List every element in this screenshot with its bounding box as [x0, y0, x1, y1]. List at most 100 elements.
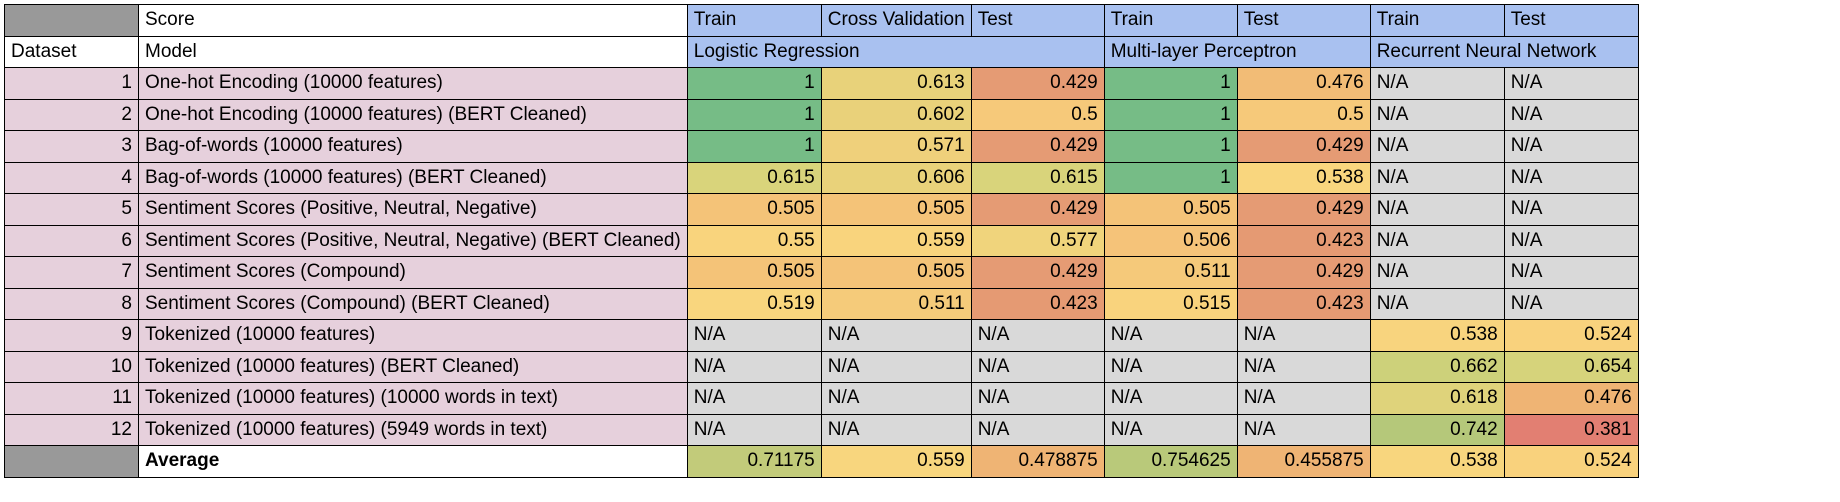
dataset-id-cell[interactable]: 12 — [4, 413, 139, 446]
score-cell[interactable]: N/A — [1503, 67, 1639, 100]
score-cell[interactable]: 0.615 — [686, 161, 822, 194]
score-cell[interactable]: 0.538 — [1369, 319, 1505, 352]
rnn-test-header[interactable]: Test — [1503, 4, 1639, 37]
dataset-header[interactable]: Dataset — [4, 35, 139, 68]
score-cell[interactable]: N/A — [1369, 98, 1505, 131]
average-score-cell[interactable]: 0.754625 — [1103, 445, 1238, 478]
score-cell[interactable]: 0.615 — [970, 161, 1105, 194]
average-score-cell[interactable]: 0.524 — [1503, 445, 1639, 478]
dataset-id-cell[interactable]: 3 — [4, 130, 139, 163]
score-cell[interactable]: N/A — [1503, 287, 1639, 320]
score-cell[interactable]: 1 — [1103, 161, 1238, 194]
score-cell[interactable]: N/A — [1503, 193, 1639, 226]
score-cell[interactable]: N/A — [1103, 382, 1238, 415]
dataset-id-cell[interactable]: 7 — [4, 256, 139, 289]
score-cell[interactable]: 0.429 — [1236, 256, 1371, 289]
score-cell[interactable]: N/A — [686, 413, 822, 446]
score-cell[interactable]: N/A — [1103, 319, 1238, 352]
score-cell[interactable]: 0.429 — [970, 256, 1105, 289]
model-name-cell[interactable]: Sentiment Scores (Positive, Neutral, Neg… — [138, 193, 688, 226]
average-corner-cell[interactable] — [4, 445, 139, 478]
score-cell[interactable]: N/A — [1369, 161, 1505, 194]
score-cell[interactable]: 0.519 — [686, 287, 822, 320]
score-header[interactable]: Score — [138, 4, 688, 37]
group-recurrent-neural-network[interactable]: Recurrent Neural Network — [1369, 35, 1639, 68]
model-name-cell[interactable]: Tokenized (10000 features) (10000 words … — [138, 382, 688, 415]
average-score-cell[interactable]: 0.478875 — [970, 445, 1105, 478]
score-cell[interactable]: 0.423 — [1236, 224, 1371, 257]
dataset-id-cell[interactable]: 5 — [4, 193, 139, 226]
average-label[interactable]: Average — [138, 445, 688, 478]
score-cell[interactable]: N/A — [1369, 256, 1505, 289]
score-cell[interactable]: N/A — [1236, 350, 1371, 383]
corner-cell[interactable] — [4, 4, 139, 37]
score-cell[interactable]: 0.423 — [970, 287, 1105, 320]
score-cell[interactable]: 0.511 — [820, 287, 972, 320]
average-score-cell[interactable]: 0.455875 — [1236, 445, 1371, 478]
score-cell[interactable]: 0.381 — [1503, 413, 1639, 446]
score-cell[interactable]: 0.423 — [1236, 287, 1371, 320]
score-cell[interactable]: 1 — [1103, 98, 1238, 131]
dataset-id-cell[interactable]: 8 — [4, 287, 139, 320]
dataset-id-cell[interactable]: 10 — [4, 350, 139, 383]
score-cell[interactable]: 0.613 — [820, 67, 972, 100]
score-cell[interactable]: 0.505 — [820, 193, 972, 226]
score-cell[interactable]: 0.524 — [1503, 319, 1639, 352]
model-name-cell[interactable]: Tokenized (10000 features) (BERT Cleaned… — [138, 350, 688, 383]
model-name-cell[interactable]: Sentiment Scores (Positive, Neutral, Neg… — [138, 224, 688, 257]
score-cell[interactable]: N/A — [1369, 287, 1505, 320]
score-cell[interactable]: 0.5 — [1236, 98, 1371, 131]
dataset-id-cell[interactable]: 2 — [4, 98, 139, 131]
score-cell[interactable]: 1 — [686, 130, 822, 163]
model-name-cell[interactable]: Bag-of-words (10000 features) (BERT Clea… — [138, 161, 688, 194]
score-cell[interactable]: 1 — [1103, 67, 1238, 100]
score-cell[interactable]: 0.5 — [970, 98, 1105, 131]
score-cell[interactable]: N/A — [1503, 161, 1639, 194]
score-cell[interactable]: 1 — [1103, 130, 1238, 163]
score-cell[interactable]: N/A — [1369, 130, 1505, 163]
score-cell[interactable]: N/A — [686, 382, 822, 415]
score-cell[interactable]: 0.505 — [1103, 193, 1238, 226]
score-cell[interactable]: 0.55 — [686, 224, 822, 257]
score-cell[interactable]: N/A — [1236, 382, 1371, 415]
score-cell[interactable]: N/A — [686, 350, 822, 383]
lr-train-header[interactable]: Train — [686, 4, 822, 37]
score-cell[interactable]: 0.654 — [1503, 350, 1639, 383]
score-cell[interactable]: 0.538 — [1236, 161, 1371, 194]
score-cell[interactable]: N/A — [1369, 224, 1505, 257]
score-cell[interactable]: 0.559 — [820, 224, 972, 257]
dataset-id-cell[interactable]: 1 — [4, 67, 139, 100]
dataset-id-cell[interactable]: 6 — [4, 224, 139, 257]
score-cell[interactable]: N/A — [1103, 413, 1238, 446]
score-cell[interactable]: N/A — [1369, 67, 1505, 100]
score-cell[interactable]: N/A — [1503, 256, 1639, 289]
score-cell[interactable]: N/A — [820, 382, 972, 415]
model-name-cell[interactable]: One-hot Encoding (10000 features) (BERT … — [138, 98, 688, 131]
average-score-cell[interactable]: 0.71175 — [686, 445, 822, 478]
score-cell[interactable]: N/A — [1103, 350, 1238, 383]
score-cell[interactable]: 0.476 — [1503, 382, 1639, 415]
score-cell[interactable]: 0.571 — [820, 130, 972, 163]
score-cell[interactable]: 0.429 — [970, 193, 1105, 226]
score-cell[interactable]: 0.742 — [1369, 413, 1505, 446]
model-name-cell[interactable]: Sentiment Scores (Compound) — [138, 256, 688, 289]
score-cell[interactable]: 0.515 — [1103, 287, 1238, 320]
mlp-train-header[interactable]: Train — [1103, 4, 1238, 37]
dataset-id-cell[interactable]: 11 — [4, 382, 139, 415]
group-logistic-regression[interactable]: Logistic Regression — [686, 35, 1105, 68]
score-cell[interactable]: 0.476 — [1236, 67, 1371, 100]
score-cell[interactable]: N/A — [1503, 224, 1639, 257]
score-cell[interactable]: N/A — [970, 413, 1105, 446]
score-cell[interactable]: 1 — [686, 98, 822, 131]
model-name-cell[interactable]: Tokenized (10000 features) (5949 words i… — [138, 413, 688, 446]
score-cell[interactable]: N/A — [970, 382, 1105, 415]
score-cell[interactable]: 0.505 — [686, 193, 822, 226]
score-cell[interactable]: N/A — [1503, 98, 1639, 131]
score-cell[interactable]: N/A — [686, 319, 822, 352]
score-cell[interactable]: 0.606 — [820, 161, 972, 194]
rnn-train-header[interactable]: Train — [1369, 4, 1505, 37]
lr-test-header[interactable]: Test — [970, 4, 1105, 37]
score-cell[interactable]: N/A — [820, 319, 972, 352]
model-name-cell[interactable]: Sentiment Scores (Compound) (BERT Cleane… — [138, 287, 688, 320]
dataset-id-cell[interactable]: 4 — [4, 161, 139, 194]
